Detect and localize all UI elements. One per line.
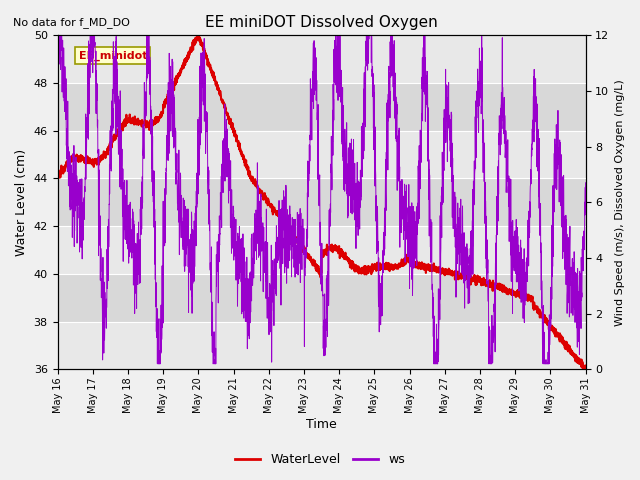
Bar (58, 274, 586, 322)
Bar (58, 36, 586, 83)
Y-axis label: Wind Speed (m/s), Dissolved Oxygen (mg/L): Wind Speed (m/s), Dissolved Oxygen (mg/L… (615, 79, 625, 326)
X-axis label: Time: Time (306, 419, 337, 432)
Text: EE_minidot: EE_minidot (79, 51, 147, 61)
Title: EE miniDOT Dissolved Oxygen: EE miniDOT Dissolved Oxygen (205, 15, 438, 30)
Legend: WaterLevel, ws: WaterLevel, ws (230, 448, 410, 471)
Bar (58, 179, 586, 226)
Bar (58, 131, 586, 179)
Text: No data for f_MD_DO: No data for f_MD_DO (13, 17, 130, 28)
Bar (58, 226, 586, 274)
Bar (58, 322, 586, 369)
Bar (58, 83, 586, 131)
Y-axis label: Water Level (cm): Water Level (cm) (15, 149, 28, 256)
